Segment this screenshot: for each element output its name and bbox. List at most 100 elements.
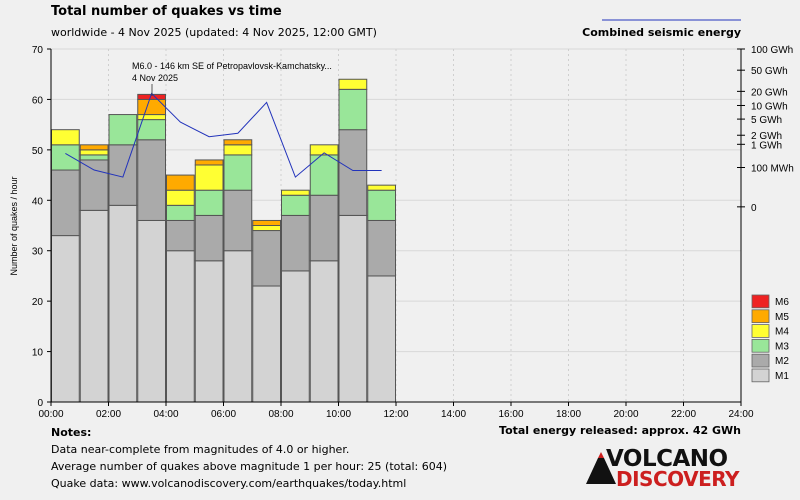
energy-tick-label: 100 GWh xyxy=(751,45,793,56)
legend-swatch-m6 xyxy=(751,294,770,309)
bar-m2-8 xyxy=(281,214,310,272)
x-tick-label: 22:00 xyxy=(671,409,696,420)
y-tick-label: 60 xyxy=(32,95,44,106)
bar-m2-3 xyxy=(137,139,166,221)
x-tick-label: 18:00 xyxy=(556,409,581,420)
notes-line-2: Average number of quakes above magnitude… xyxy=(51,460,447,473)
bar-m4-8 xyxy=(281,189,310,196)
bar-m4-7 xyxy=(252,225,281,232)
y-tick-label: 50 xyxy=(32,146,44,157)
x-tick-label: 10:00 xyxy=(326,409,351,420)
bar-m2-7 xyxy=(252,230,281,287)
axes-layer: 0 10 20 30 40 50 60 70 00:00 02:00 04:00 06:00 08:00… xyxy=(32,45,794,420)
y-axis-label: Number of quakes / hour xyxy=(9,176,19,275)
energy-layer xyxy=(65,92,382,178)
bar-m3-8 xyxy=(281,194,310,216)
bar-m1-0 xyxy=(51,235,80,403)
legend-swatch-m4 xyxy=(751,324,770,338)
x-tick-label: 16:00 xyxy=(498,409,523,420)
bar-m5-4 xyxy=(166,174,195,191)
bar-m4-6 xyxy=(223,144,253,156)
bar-m2-9 xyxy=(309,194,339,262)
volcano-logo-icon xyxy=(586,452,616,484)
bar-m1-4 xyxy=(166,250,195,403)
legend-swatch-m2 xyxy=(751,353,770,368)
bar-m2-5 xyxy=(194,214,224,262)
y-tick-label: 40 xyxy=(32,196,44,207)
bar-m1-3 xyxy=(137,219,166,403)
energy-tick-label: 0 xyxy=(751,203,757,214)
notes-heading: Notes: xyxy=(51,426,92,439)
bar-m5-5 xyxy=(194,159,224,166)
bar-m4-3 xyxy=(137,114,166,121)
total-energy: Total energy released: approx. 42 GWh xyxy=(499,424,741,437)
notes-line-1: Data near-complete from magnitudes of 4.… xyxy=(51,443,350,456)
bar-m3-9 xyxy=(309,154,339,196)
bar-m1-7 xyxy=(252,285,281,403)
legend-label-m6: M6 xyxy=(775,297,789,308)
y-tick-label: 0 xyxy=(37,398,43,409)
x-tick-label: 12:00 xyxy=(383,409,408,420)
legend-swatch-m1 xyxy=(751,368,770,383)
bar-m4-4 xyxy=(166,189,195,206)
legend-label-m3: M3 xyxy=(775,341,789,352)
bar-m3-5 xyxy=(194,189,224,216)
legend-swatch-m5 xyxy=(751,309,770,323)
logo-text-top: VOLCANO xyxy=(606,446,728,472)
legend-label-m5: M5 xyxy=(775,312,789,323)
bar-m3-10 xyxy=(338,88,368,131)
bar-m1-5 xyxy=(194,260,224,403)
magnitude-legend: M6 M5 M4 M3 M2 M1 xyxy=(751,294,789,383)
logo-text-bottom: DISCOVERY xyxy=(616,467,740,491)
bar-m1-6 xyxy=(223,250,253,403)
bar-m2-1 xyxy=(79,159,109,211)
bar-m2-11 xyxy=(367,219,396,277)
y-tick-label: 10 xyxy=(32,348,44,359)
notes: Notes: Data near-complete from magnitude… xyxy=(51,424,447,492)
annotation-line-2: 4 Nov 2025 xyxy=(132,73,178,83)
volcanodiscovery-logo[interactable]: VOLCANO DISCOVERY xyxy=(586,446,756,491)
x-tick-label: 08:00 xyxy=(268,409,293,420)
x-tick-label: 14:00 xyxy=(441,409,466,420)
energy-tick-label: 10 GWh xyxy=(751,101,788,112)
bar-m4-10 xyxy=(338,78,368,90)
bar-m1-9 xyxy=(309,260,339,403)
bar-m2-6 xyxy=(223,189,253,252)
energy-tick-label: 5 GWh xyxy=(751,115,782,126)
y-tick-label: 30 xyxy=(32,247,44,258)
energy-tick-label: 1 GWh xyxy=(751,140,782,151)
bars-layer xyxy=(51,78,396,403)
energy-legend-label: Combined seismic energy xyxy=(582,26,741,39)
bar-m3-6 xyxy=(223,154,253,191)
bar-m2-4 xyxy=(166,219,195,252)
bar-m1-1 xyxy=(79,209,109,403)
energy-tick-label: 20 GWh xyxy=(751,87,788,98)
x-tick-label: 00:00 xyxy=(38,409,63,420)
x-tick-label: 24:00 xyxy=(728,409,753,420)
bar-m5-7 xyxy=(252,219,281,226)
bar-m5-1 xyxy=(79,144,109,151)
bar-m5-3 xyxy=(137,98,166,116)
legend-label-m1: M1 xyxy=(775,371,789,382)
energy-tick-label: 50 GWh xyxy=(751,66,788,77)
y-tick-label: 20 xyxy=(32,297,44,308)
x-tick-label: 02:00 xyxy=(96,409,121,420)
bar-m3-1 xyxy=(79,154,109,161)
legend-swatch-m3 xyxy=(751,338,770,353)
bar-m2-10 xyxy=(338,129,368,216)
chart-title: Total number of quakes vs time xyxy=(51,4,282,19)
x-tick-label: 06:00 xyxy=(211,409,236,420)
bar-m1-11 xyxy=(367,275,396,403)
bar-m1-10 xyxy=(338,214,368,403)
energy-tick-label: 100 MWh xyxy=(751,164,794,175)
bar-m3-11 xyxy=(367,189,396,221)
bar-m4-9 xyxy=(309,144,339,156)
bar-m1-2 xyxy=(108,204,138,403)
bar-m3-0 xyxy=(51,144,80,171)
legend-label-m2: M2 xyxy=(775,356,789,367)
bar-m1-8 xyxy=(281,270,310,403)
bar-m3-2 xyxy=(108,114,138,146)
x-tick-label: 20:00 xyxy=(613,409,638,420)
bar-m4-0 xyxy=(51,129,80,146)
